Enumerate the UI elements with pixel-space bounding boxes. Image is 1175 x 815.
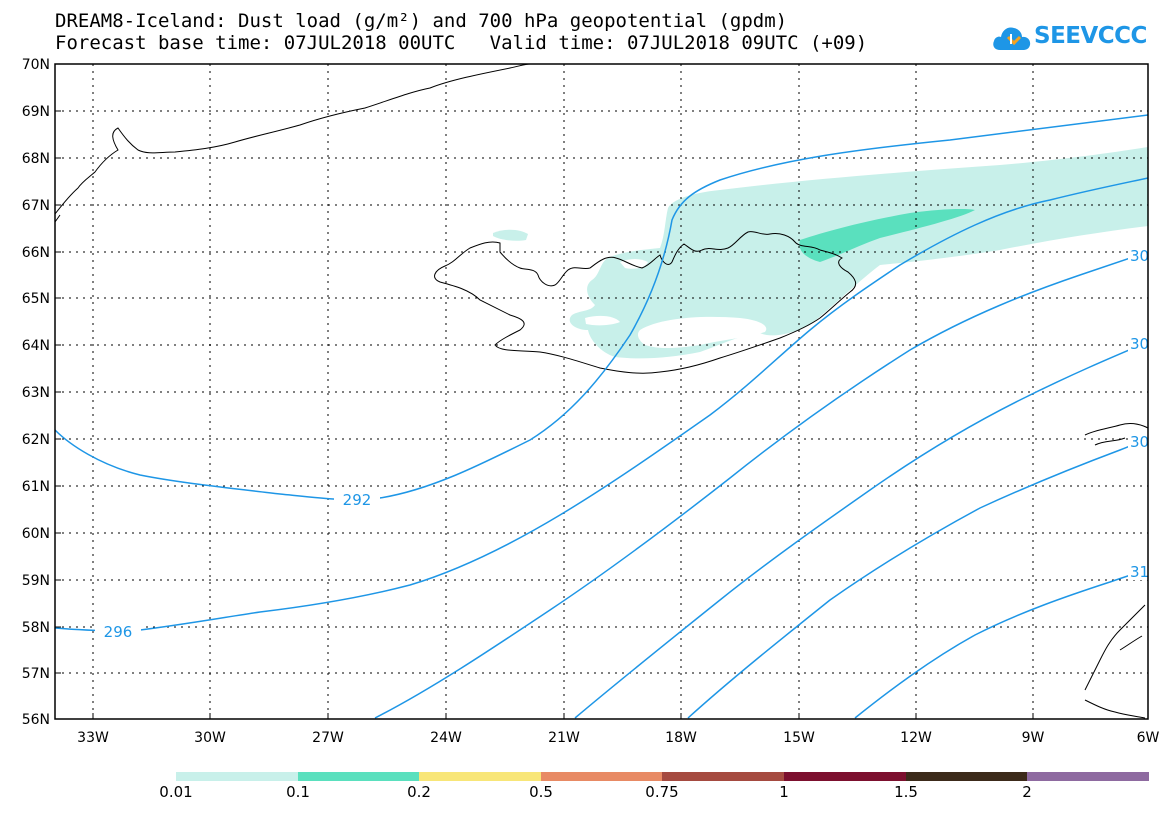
colorbar-segment [784, 772, 906, 781]
iceland-coast [434, 231, 857, 374]
colorbar-label: 1 [779, 783, 789, 801]
logo-text: SEEVCCC [1034, 23, 1147, 49]
colorbar-segment [1027, 772, 1149, 781]
coastlines [54, 63, 1149, 719]
lon-label: 6W [1137, 730, 1160, 746]
norway-coast [1084, 604, 1146, 719]
colorbar-segment [906, 772, 1027, 781]
colorbar-label: 0.75 [645, 783, 679, 801]
colorbar-label: 0.2 [407, 783, 431, 801]
lat-label: 63N [22, 385, 50, 401]
colorbar-segment [176, 772, 298, 781]
lon-label: 12W [900, 730, 932, 746]
greenland-coast [54, 63, 531, 223]
lon-label: 24W [430, 730, 462, 746]
colorbar-label: 0.5 [529, 783, 553, 801]
faroe-coast [1084, 423, 1149, 446]
lat-label: 61N [22, 479, 50, 495]
lat-label: 58N [22, 620, 50, 636]
lat-label: 69N [22, 104, 50, 120]
map-subtitle: Forecast base time: 07JUL2018 00UTC Vali… [55, 32, 868, 54]
contour-label: 296 [104, 623, 133, 641]
colorbar-label: 0.01 [159, 783, 193, 801]
colorbar [176, 772, 1149, 781]
lon-label: 33W [77, 730, 109, 746]
lon-label: 9W [1022, 730, 1045, 746]
colorbar-segment [298, 772, 419, 781]
longitude-labels: 33W 30W 27W 24W 21W 18W 15W 12W 9W 6W [77, 730, 1159, 746]
cloud-icon [993, 27, 1031, 50]
colorbar-label: 2 [1022, 783, 1032, 801]
dust-shading-high [799, 209, 975, 262]
lon-label: 30W [194, 730, 226, 746]
dust-free-areas [585, 259, 767, 349]
seevccc-logo: SEEVCCC [992, 20, 1147, 60]
colorbar-label: 0.1 [286, 783, 310, 801]
lon-label: 21W [548, 730, 580, 746]
axis-ticks [55, 110, 1034, 719]
graticule [55, 64, 1148, 719]
lat-label: 59N [22, 573, 50, 589]
contour-label: 31 [1130, 563, 1149, 581]
lat-label: 65N [22, 291, 50, 307]
lon-label: 15W [783, 730, 815, 746]
colorbar-segment [541, 772, 662, 781]
lat-label: 62N [22, 432, 50, 448]
colorbar-label: 1.5 [894, 783, 918, 801]
lat-label: 60N [22, 526, 50, 542]
lat-label: 67N [22, 198, 50, 214]
lat-label: 57N [22, 666, 50, 682]
lat-label: 66N [22, 245, 50, 261]
contour-296 [54, 177, 1149, 632]
lat-label: 70N [22, 57, 50, 73]
contour-label: 30 [1130, 335, 1149, 353]
lon-label: 27W [312, 730, 344, 746]
contour-labels: 292 296 30 30 30 31 [95, 246, 1149, 641]
contour-304 [687, 437, 1149, 719]
contour-300b [574, 341, 1149, 719]
lat-label: 64N [22, 338, 50, 354]
lat-label: 68N [22, 151, 50, 167]
contour-label: 30 [1130, 433, 1149, 451]
contour-300a [374, 251, 1149, 719]
colorbar-segment [662, 772, 784, 781]
contour-292 [54, 114, 1149, 501]
contour-label: 292 [343, 491, 372, 509]
colorbar-segment [419, 772, 541, 781]
contour-312 [854, 569, 1149, 719]
geopotential-contours [54, 114, 1149, 719]
latitude-labels: 70N 69N 68N 67N 66N 65N 64N 63N 62N 61N … [22, 57, 50, 728]
contour-label: 30 [1130, 247, 1149, 265]
dust-shading-low [493, 147, 1148, 359]
lon-label: 18W [665, 730, 697, 746]
lat-label: 56N [22, 712, 50, 728]
map-title: DREAM8-Iceland: Dust load (g/m²) and 700… [55, 10, 788, 32]
